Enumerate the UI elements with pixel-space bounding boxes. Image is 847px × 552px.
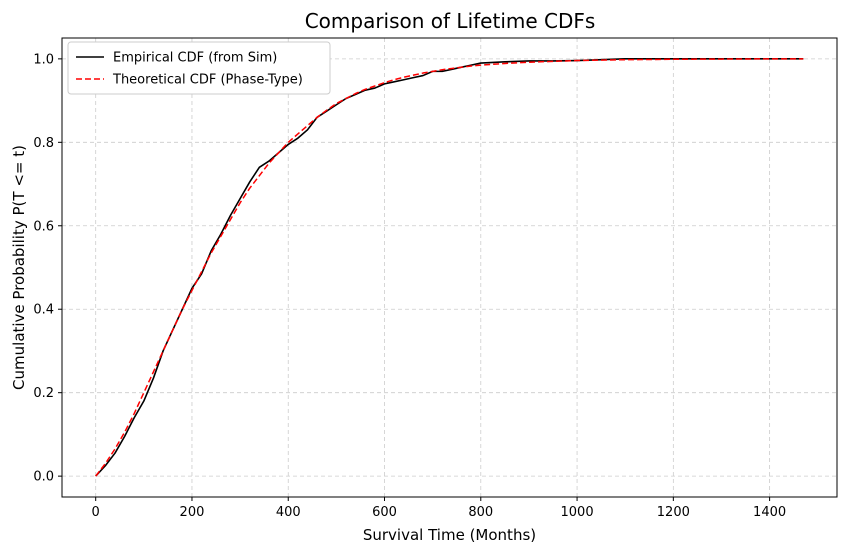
x-tick-label: 0	[92, 505, 100, 520]
chart-title: Comparison of Lifetime CDFs	[305, 9, 596, 33]
legend-label: Theoretical CDF (Phase-Type)	[112, 73, 303, 88]
x-tick-label: 1400	[753, 505, 786, 520]
y-tick-label: 0.8	[33, 136, 54, 151]
y-axis-label: Cumulative Probability P(T <= t)	[10, 145, 28, 390]
legend: Empirical CDF (from Sim) Theoretical CDF …	[67, 41, 331, 95]
x-tick-label: 400	[276, 505, 301, 520]
theoretical-cdf-line	[95, 58, 804, 477]
plot-frame	[61, 37, 838, 498]
x-tick-label: 600	[372, 505, 397, 520]
y-tick-label: 0.2	[33, 386, 54, 401]
axis-ticks: 0 200 400 600 800 1000 1200 1400 0.0 0.2 0.4 0.6 0.8…	[33, 52, 786, 520]
y-tick-label: 1.0	[33, 52, 54, 67]
legend-box	[67, 41, 331, 95]
y-tick-label: 0.4	[33, 303, 54, 318]
legend-label: Empirical CDF (from Sim)	[113, 51, 277, 66]
x-tick-label: 800	[468, 505, 493, 520]
x-axis-label: Survival Time (Months)	[363, 526, 536, 544]
x-tick-label: 1000	[561, 505, 594, 520]
y-tick-label: 0.6	[33, 219, 54, 234]
series-lines	[95, 58, 804, 477]
x-tick-label: 200	[180, 505, 205, 520]
x-tick-label: 1200	[657, 505, 690, 520]
y-tick-label: 0.0	[33, 470, 54, 485]
